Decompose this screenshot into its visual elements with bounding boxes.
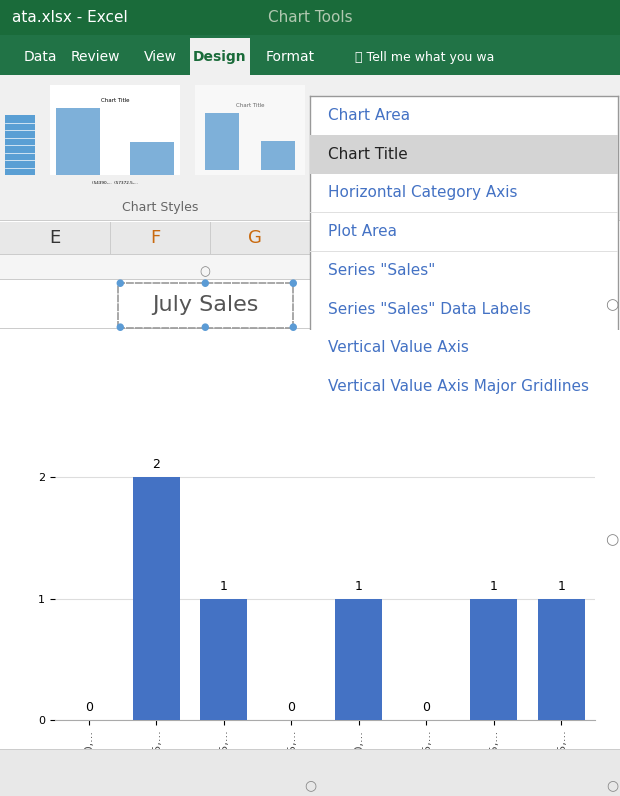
Bar [200, 599, 247, 720]
Text: ●: ● [201, 278, 210, 288]
Text: Vertical Value Axis: Vertical Value Axis [328, 341, 469, 355]
Text: ata.xlsx - Excel: ata.xlsx - Excel [12, 10, 128, 25]
Text: Chart Area: Chart Area [328, 108, 410, 123]
Text: View: View [143, 50, 177, 64]
Text: 1: 1 [557, 579, 565, 592]
X-axis label: (54390,...  (57372.5,...: (54390,... (57372.5,... [92, 181, 138, 185]
Text: ●: ● [289, 278, 297, 288]
Text: ○: ○ [606, 778, 618, 792]
Text: ○: ○ [304, 778, 316, 792]
Text: 2: 2 [153, 458, 160, 471]
Text: 1: 1 [220, 579, 228, 592]
Bar [56, 108, 100, 175]
Text: ●: ● [116, 278, 124, 288]
Bar [470, 599, 517, 720]
Text: Plot Area: Plot Area [328, 224, 397, 239]
Text: ○: ○ [605, 298, 619, 313]
Text: ○: ○ [200, 266, 210, 279]
Text: Chart Styles: Chart Styles [122, 201, 198, 213]
Text: Vertical Value Axis Major Gridlines: Vertical Value Axis Major Gridlines [328, 379, 589, 394]
Title: Chart Title: Chart Title [100, 98, 129, 103]
Text: 1: 1 [490, 579, 498, 592]
Text: E: E [50, 229, 61, 247]
Text: G: G [248, 229, 262, 247]
Bar [262, 142, 296, 170]
Bar [205, 113, 239, 170]
Text: 1: 1 [355, 579, 363, 592]
Bar [538, 599, 585, 720]
Bar [133, 477, 180, 720]
Text: Data: Data [24, 50, 57, 64]
Text: Review: Review [70, 50, 120, 64]
Text: Chart Tools: Chart Tools [268, 10, 352, 25]
Text: Horizontal Category Axis: Horizontal Category Axis [328, 185, 518, 201]
Title: Chart Title: Chart Title [236, 103, 264, 108]
Text: Chart Title: Chart Title [328, 146, 408, 162]
Text: 0: 0 [422, 701, 430, 714]
Text: ○: ○ [605, 533, 619, 548]
Text: Design: Design [193, 50, 247, 64]
Text: Series "Sales": Series "Sales" [328, 263, 435, 278]
Text: Series "Sales" Data Labels: Series "Sales" Data Labels [328, 302, 531, 317]
Text: ●: ● [201, 322, 210, 332]
Text: ⦂ Tell me what you wa: ⦂ Tell me what you wa [355, 50, 494, 64]
Text: F: F [150, 229, 160, 247]
Text: July Sales: July Sales [152, 295, 258, 315]
Text: ●: ● [116, 322, 124, 332]
Text: Format: Format [265, 50, 314, 64]
Text: ●: ● [289, 322, 297, 332]
Text: 0: 0 [85, 701, 93, 714]
Text: 0: 0 [287, 701, 295, 714]
Bar [335, 599, 383, 720]
Bar [130, 142, 174, 175]
